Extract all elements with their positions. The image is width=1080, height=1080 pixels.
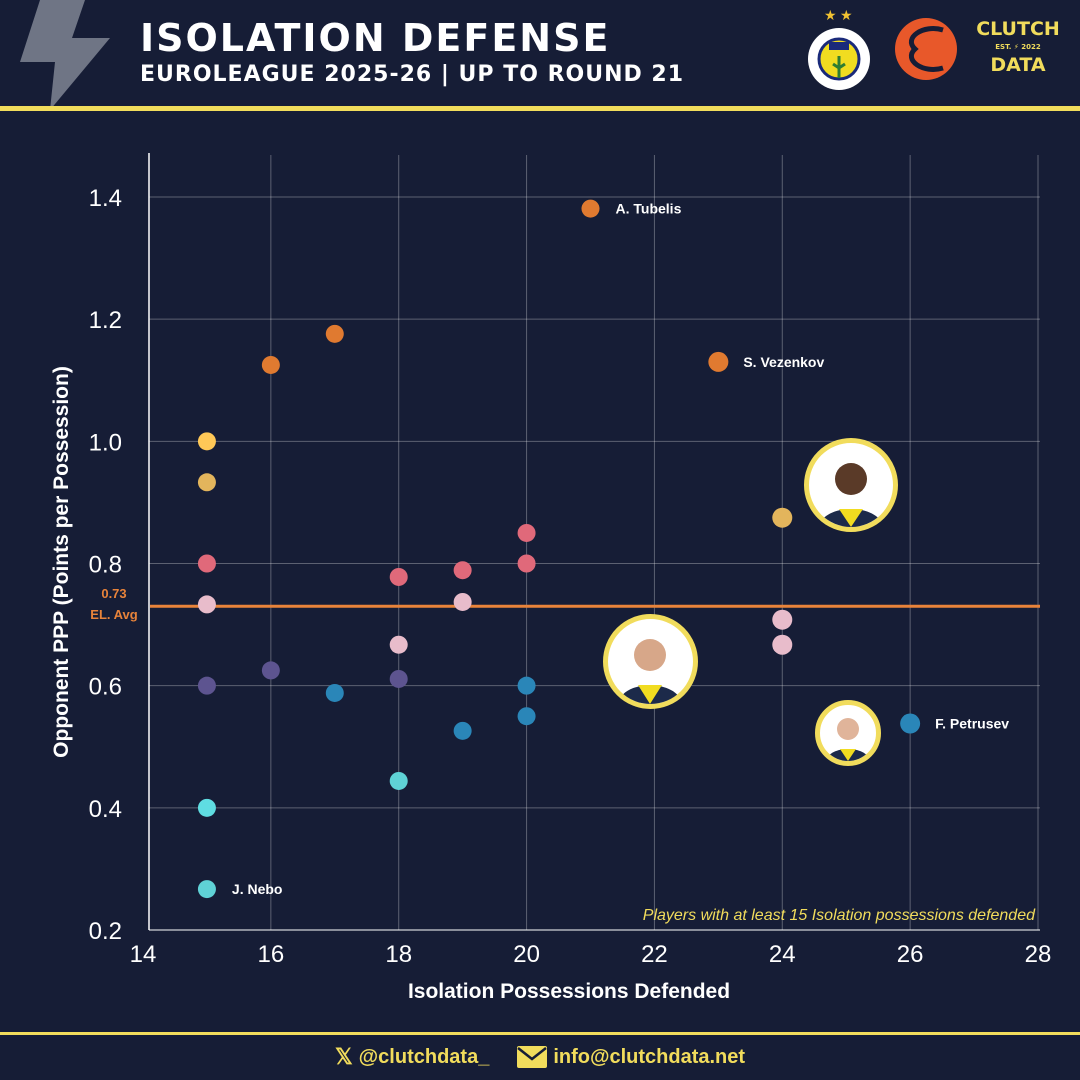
- email-link[interactable]: info@clutchdata.net: [517, 1044, 745, 1070]
- data-point: [389, 635, 408, 654]
- svg-text:★: ★: [824, 7, 837, 23]
- data-point: [581, 199, 600, 218]
- data-point: [389, 567, 408, 586]
- data-point: [708, 351, 729, 372]
- data-point: [197, 595, 216, 614]
- y-tick-label: 1.2: [89, 307, 122, 334]
- footer: 𝕏 @clutchdata_ info@clutchdata.net: [0, 1044, 1080, 1070]
- point-label: J. Nebo: [232, 881, 283, 897]
- footer-divider: [0, 1032, 1080, 1035]
- data-point: [389, 771, 408, 790]
- y-tick-label: 0.6: [89, 674, 122, 701]
- logo-text-bottom: DATA: [990, 54, 1046, 76]
- y-tick-label: 0.2: [89, 918, 122, 945]
- mail-icon: [517, 1046, 548, 1068]
- page-subtitle: EUROLEAGUE 2025-26 | UP TO ROUND 21: [140, 62, 685, 87]
- data-point: [261, 661, 280, 680]
- y-tick-label: 0.8: [89, 552, 122, 579]
- data-point: [517, 554, 536, 573]
- point-label: F. Petrusev: [935, 716, 1009, 732]
- data-point: [197, 676, 216, 695]
- data-point: [197, 880, 216, 899]
- data-point: [197, 554, 216, 573]
- y-axis-label: Opponent PPP (Points per Possession): [50, 366, 73, 758]
- fenerbahce-logo: ★ ★: [808, 7, 870, 90]
- header-divider: [0, 106, 1080, 111]
- x-tick-label: 28: [1025, 941, 1052, 968]
- data-point: [772, 609, 793, 630]
- page-title: ISOLATION DEFENSE: [140, 16, 611, 60]
- chart-note: Players with at least 15 Isolation posse…: [643, 907, 1036, 924]
- player-photo: [804, 438, 898, 532]
- x-twitter-icon: 𝕏: [334, 1044, 353, 1069]
- avg-label: EL. Avg: [90, 607, 137, 622]
- x-tick-label: 26: [897, 941, 924, 968]
- data-point: [325, 324, 344, 343]
- y-tick-label: 1.4: [89, 185, 122, 212]
- clutch-data-logo: CLUTCH EST. ⚡ 2022 DATA: [972, 18, 1064, 76]
- data-point: [900, 713, 921, 734]
- data-point: [517, 707, 536, 726]
- point-label: S. Vezenkov: [743, 354, 824, 370]
- euroleague-logo: [895, 18, 957, 80]
- data-point: [772, 634, 793, 655]
- twitter-handle: @clutchdata_: [358, 1045, 490, 1068]
- data-point: [325, 683, 344, 702]
- x-tick-label: 20: [513, 941, 540, 968]
- y-tick-label: 1.0: [89, 429, 122, 456]
- lightning-bolt-icon: [20, 0, 110, 110]
- email-address: info@clutchdata.net: [553, 1045, 746, 1068]
- data-point: [261, 355, 280, 374]
- x-axis-label: Isolation Possessions Defended: [408, 980, 730, 1003]
- data-point: [453, 592, 472, 611]
- x-tick-label: 18: [385, 941, 412, 968]
- logo-text-top: CLUTCH: [976, 18, 1060, 40]
- twitter-link[interactable]: 𝕏 @clutchdata_: [335, 1044, 489, 1070]
- data-point: [197, 473, 216, 492]
- x-tick-label: 22: [641, 941, 668, 968]
- logo-text-mid: EST. ⚡ 2022: [995, 43, 1041, 51]
- data-point: [772, 507, 793, 528]
- player-photo: [603, 614, 698, 709]
- x-tick-label: 24: [769, 941, 796, 968]
- y-tick-label: 0.4: [89, 796, 122, 823]
- scatter-chart: 0.73 EL. Avg 14 16 18 20 22 24 26 28 0.2 0.4 0.6 0.…: [50, 153, 1052, 1003]
- data-point: [389, 669, 408, 688]
- x-tick-label: 16: [258, 941, 285, 968]
- point-label: A. Tubelis: [616, 201, 682, 217]
- data-point: [453, 721, 472, 740]
- data-point: [517, 676, 536, 695]
- avg-value-label: 0.73: [101, 586, 126, 601]
- player-photo: [815, 700, 881, 766]
- data-point: [517, 523, 536, 542]
- data-point: [197, 798, 216, 817]
- svg-text:★: ★: [840, 7, 853, 23]
- data-point: [453, 561, 472, 580]
- x-tick-label: 14: [130, 941, 157, 968]
- data-point: [197, 432, 216, 451]
